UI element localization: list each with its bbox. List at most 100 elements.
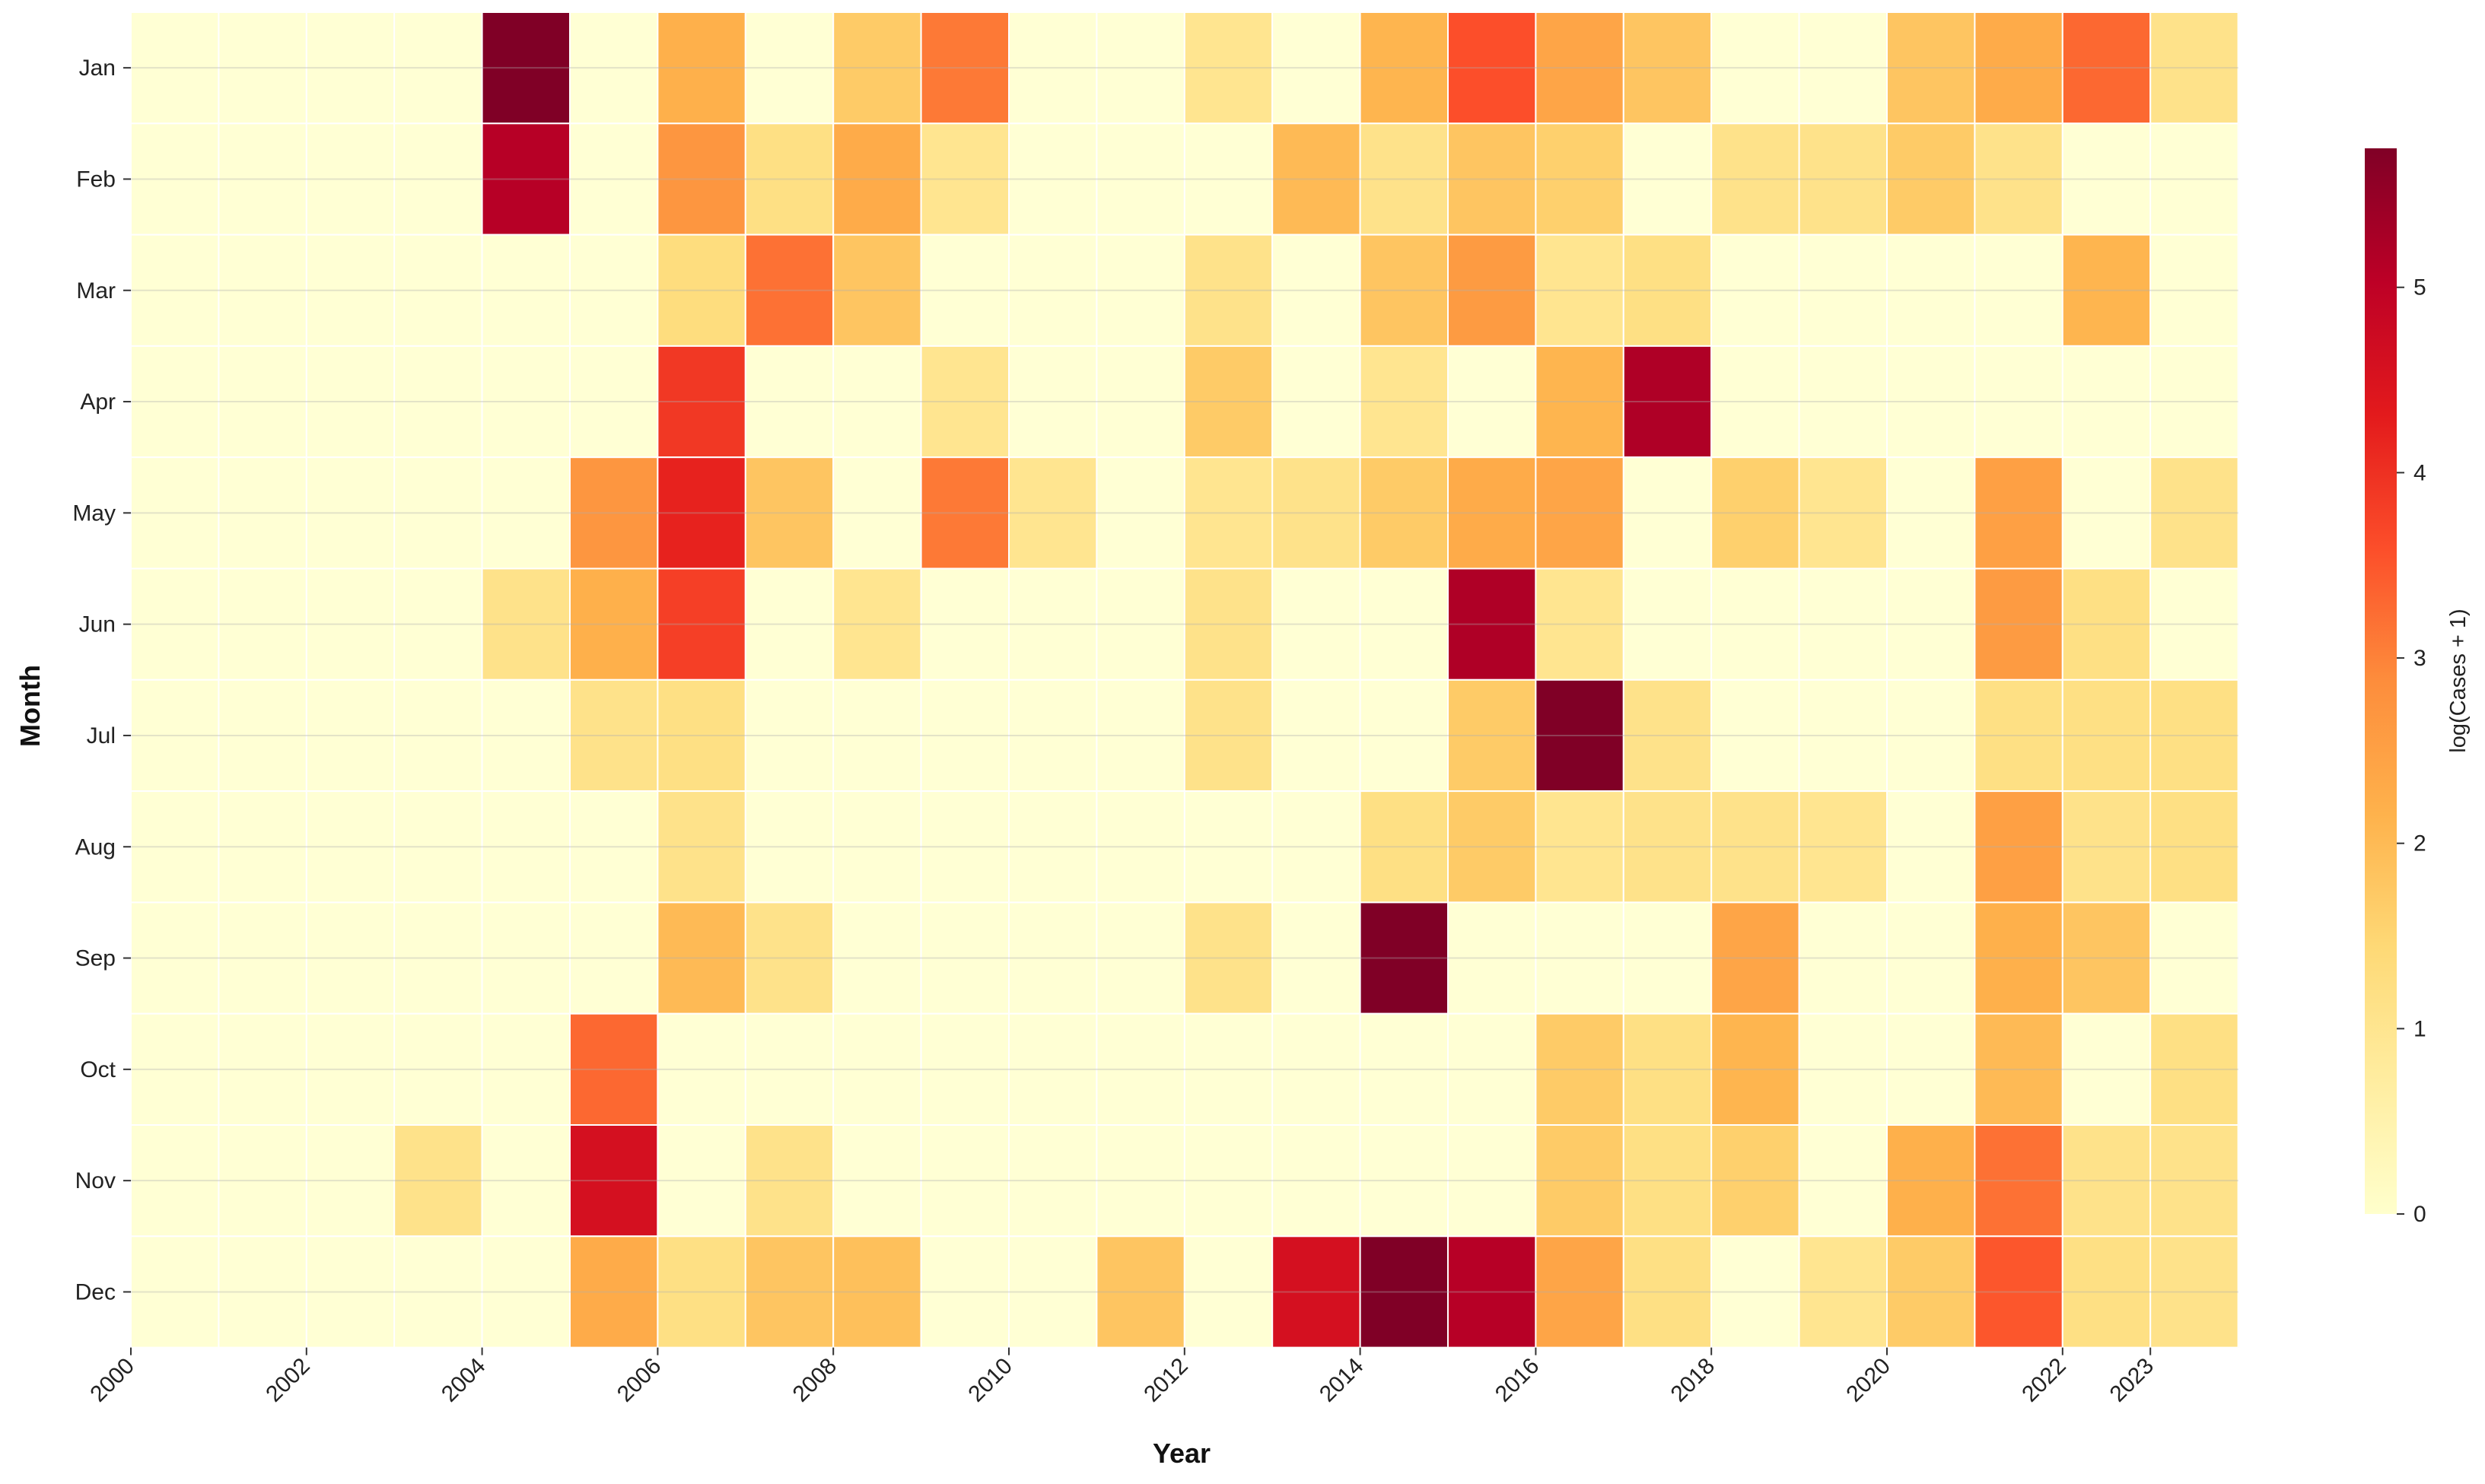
- heatmap-cell: [1622, 456, 1713, 570]
- x-tick-label: 2000: [85, 1353, 139, 1407]
- heatmap-cell: [1183, 122, 1274, 236]
- y-tick-label: Jan: [79, 56, 116, 81]
- heatmap-cell: [1622, 901, 1713, 1015]
- heatmap-cell: [1447, 1124, 1537, 1238]
- heatmap-cell: [1359, 567, 1449, 681]
- heatmap-cell: [1886, 122, 1976, 236]
- heatmap-cell: [130, 790, 220, 904]
- heatmap-cell: [832, 122, 922, 236]
- heatmap-cell: [1096, 456, 1185, 570]
- heatmap-cell: [1447, 456, 1537, 570]
- heatmap-cell: [657, 456, 746, 570]
- heatmap-cell: [1271, 11, 1361, 125]
- x-tick-label: 2004: [437, 1353, 491, 1407]
- heatmap-cell: [832, 234, 922, 347]
- heatmap-cell: [1096, 678, 1185, 793]
- heatmap-cell: [218, 901, 307, 1015]
- heatmap-cell: [2149, 1012, 2239, 1126]
- heatmap-cell: [1183, 1235, 1274, 1349]
- heatmap-cell: [1008, 1235, 1098, 1349]
- heatmap-cell: [920, 678, 1010, 793]
- heatmap-cell: [1183, 1124, 1274, 1238]
- heatmap-cell: [1710, 678, 1800, 793]
- heatmap-cell: [1271, 901, 1361, 1015]
- heatmap-cell: [2149, 122, 2239, 236]
- heatmap-cell: [657, 901, 746, 1015]
- heatmap-cell: [1886, 1012, 1976, 1126]
- heatmap-cell: [393, 11, 483, 125]
- heatmap-cell: [2061, 567, 2152, 681]
- heatmap-cell: [1886, 678, 1976, 793]
- heatmap-cell: [1798, 678, 1888, 793]
- heatmap-cell: [1886, 901, 1976, 1015]
- heatmap-cell: [1886, 1124, 1976, 1238]
- heatmap-cell: [1622, 345, 1713, 459]
- heatmap-cell: [481, 122, 571, 236]
- y-tick-label: Dec: [75, 1279, 116, 1304]
- x-tick-label: 2018: [1666, 1353, 1720, 1407]
- heatmap-cell: [1271, 678, 1361, 793]
- heatmap-cell: [2149, 1124, 2239, 1238]
- heatmap-cell: [481, 678, 571, 793]
- y-tick-label: Jun: [79, 612, 116, 637]
- heatmap-cell: [569, 1235, 659, 1349]
- heatmap-cell: [2061, 456, 2152, 570]
- heatmap-cell: [1622, 1124, 1713, 1238]
- heatmap-cell: [1447, 234, 1537, 347]
- heatmap-cell: [832, 901, 922, 1015]
- heatmap-cell: [1183, 456, 1274, 570]
- x-axis-ticks: 2000 2002 2004 2006 2008 2010 2012 2014 2016 2018…: [85, 1347, 2159, 1407]
- heatmap-cell: [481, 345, 571, 459]
- heatmap-cell: [1798, 345, 1888, 459]
- heatmap-cell: [393, 1235, 483, 1349]
- heatmap-cell: [1535, 234, 1624, 347]
- heatmap-cell: [744, 456, 835, 570]
- y-tick-label: Sep: [75, 946, 116, 971]
- heatmap-cell: [2149, 790, 2239, 904]
- y-tick-label: Aug: [75, 834, 116, 860]
- heatmap-cell: [1359, 1124, 1449, 1238]
- colorbar-tick-label: 5: [2413, 275, 2426, 300]
- y-tick-label: Oct: [80, 1057, 116, 1082]
- heatmap-cell: [305, 678, 396, 793]
- colorbar-tick-label: 3: [2413, 646, 2426, 671]
- colorbar-tick-label: 2: [2413, 831, 2426, 856]
- heatmap-cell: [393, 234, 483, 347]
- heatmap-cell: [1359, 678, 1449, 793]
- heatmap-cell: [569, 456, 659, 570]
- heatmap-cell: [1447, 1235, 1537, 1349]
- heatmap-cell: [1710, 456, 1800, 570]
- heatmap-cell: [657, 1235, 746, 1349]
- heatmap-cell: [1271, 345, 1361, 459]
- heatmap-cell: [569, 11, 659, 125]
- heatmap-cell: [2061, 1235, 2152, 1349]
- heatmap-cell: [1096, 901, 1185, 1015]
- heatmap-cell: [1008, 456, 1098, 570]
- y-axis-title: Month: [14, 665, 46, 747]
- heatmap-cell: [920, 1235, 1010, 1349]
- heatmap-cell: [657, 1124, 746, 1238]
- heatmap-cell: [569, 790, 659, 904]
- heatmap-cell: [1271, 122, 1361, 236]
- heatmap-cell: [1535, 901, 1624, 1015]
- x-tick-label: 2012: [1139, 1353, 1193, 1407]
- x-tick-label: 2008: [788, 1353, 842, 1407]
- heatmap-cell: [1096, 1235, 1185, 1349]
- heatmap-cell: [1886, 790, 1976, 904]
- heatmap-cell: [2061, 901, 2152, 1015]
- heatmap-cell: [2149, 567, 2239, 681]
- heatmap-cell: [2149, 678, 2239, 793]
- heatmap-cell: [1798, 1235, 1888, 1349]
- heatmap-cell: [1447, 345, 1537, 459]
- heatmap-cell: [1974, 567, 2063, 681]
- heatmap-cell: [1271, 234, 1361, 347]
- heatmap-cell: [2149, 1235, 2239, 1349]
- heatmap-cell: [569, 567, 659, 681]
- heatmap-cell: [2149, 11, 2239, 125]
- heatmap-cell: [1183, 567, 1274, 681]
- heatmap-cell: [1183, 234, 1274, 347]
- heatmap-cell: [569, 234, 659, 347]
- colorbar-ticks: 0 1 2 3 4 5: [2397, 275, 2426, 1227]
- heatmap-cell: [744, 901, 835, 1015]
- heatmap-cell: [1359, 122, 1449, 236]
